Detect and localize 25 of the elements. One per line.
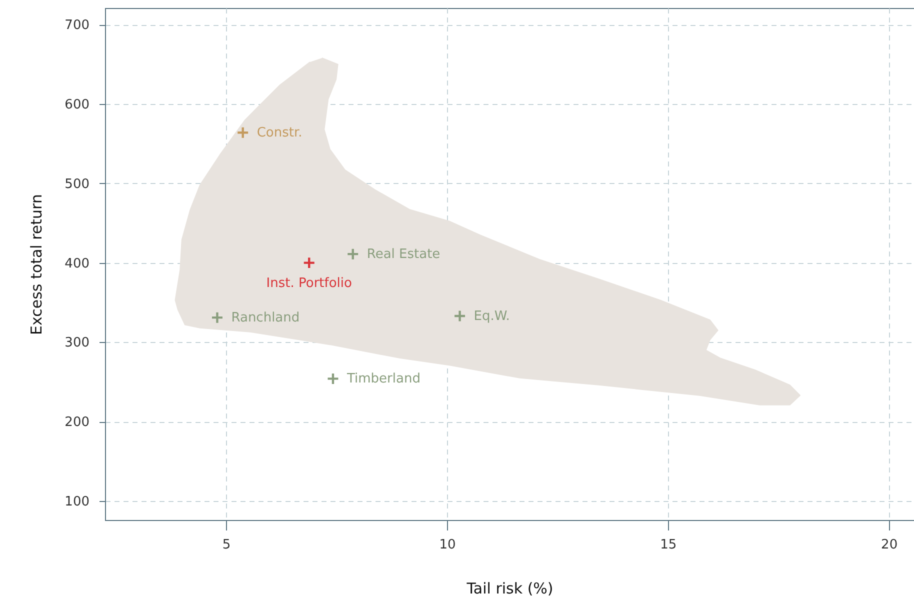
point xyxy=(453,310,466,322)
x-tick-label: 15 xyxy=(660,538,677,552)
y-tick-label: 300 xyxy=(64,336,90,351)
point xyxy=(302,256,316,270)
series-label: Constr. xyxy=(256,126,302,141)
point xyxy=(346,248,360,260)
point xyxy=(326,372,340,386)
point xyxy=(210,311,224,324)
y-tick-label: 100 xyxy=(64,494,90,510)
series-label: Ranchland xyxy=(231,310,300,326)
y-tick-label: 400 xyxy=(64,256,90,272)
series-label: Real Estate xyxy=(366,247,440,262)
y-tick-label: 200 xyxy=(64,415,90,430)
x-tick-label: 20 xyxy=(881,538,898,552)
y-axis-title: Excess total return xyxy=(28,194,46,335)
y-tick-label: 700 xyxy=(64,18,90,34)
x-tick-label: 10 xyxy=(439,538,456,552)
point xyxy=(236,126,250,139)
y-tick-label: 500 xyxy=(64,176,90,192)
series-label: Eq.W. xyxy=(474,308,510,324)
x-tick-label: 5 xyxy=(222,538,231,552)
x-axis-title: Tail risk (%) xyxy=(466,580,554,598)
series-label: Timberland xyxy=(346,372,420,387)
series-label: Inst. Portfolio xyxy=(266,276,352,291)
y-tick-label: 600 xyxy=(64,98,90,113)
